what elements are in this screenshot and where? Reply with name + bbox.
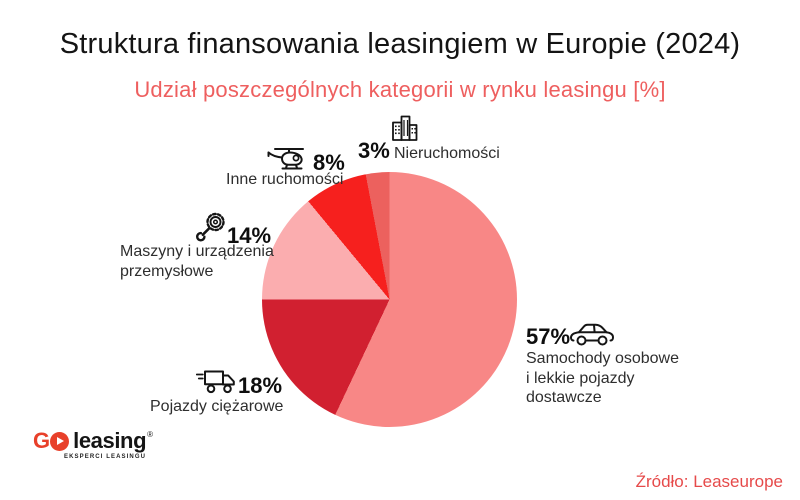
brand-logo: G leasing ® EKSPERCI LEASINGU	[33, 428, 154, 461]
slice-18-percent: 18%	[238, 373, 283, 398]
slice-8-label: Inne ruchomości	[226, 171, 344, 188]
registered-mark: ®	[147, 430, 154, 439]
gear-wrench-icon	[195, 212, 227, 244]
slice-8-percent: 8%	[313, 150, 345, 175]
pie-chart	[262, 172, 517, 427]
page-title: Struktura finansowania leasingiem w Euro…	[59, 28, 741, 60]
source-note: Źródło: Leaseurope	[635, 472, 783, 491]
logo-arrow-icon	[50, 431, 70, 451]
building-icon	[391, 114, 419, 142]
slice-14-percent: 14%	[227, 223, 272, 248]
truck-icon	[196, 369, 238, 396]
slice-18-label: Pojazdy ciężarowe	[150, 398, 284, 415]
logo-wordmark: leasing	[73, 428, 147, 453]
slice-3-label: Nieruchomości	[394, 145, 500, 162]
slice-3-percent: 3%	[358, 138, 390, 163]
slice-14-label: Maszyny i urządzenia przemysłowe	[120, 243, 274, 280]
helicopter-icon	[266, 147, 312, 173]
slice-57-label: Samochody osobowe i lekkie pojazdy dosta…	[526, 350, 679, 406]
page-subtitle: Udział poszczególnych kategorii w rynku …	[134, 77, 666, 102]
logo-letter-g: G	[33, 428, 50, 453]
logo-tagline: EKSPERCI LEASINGU	[64, 454, 147, 460]
car-icon	[569, 320, 615, 348]
slice-57-percent: 57%	[526, 324, 571, 349]
